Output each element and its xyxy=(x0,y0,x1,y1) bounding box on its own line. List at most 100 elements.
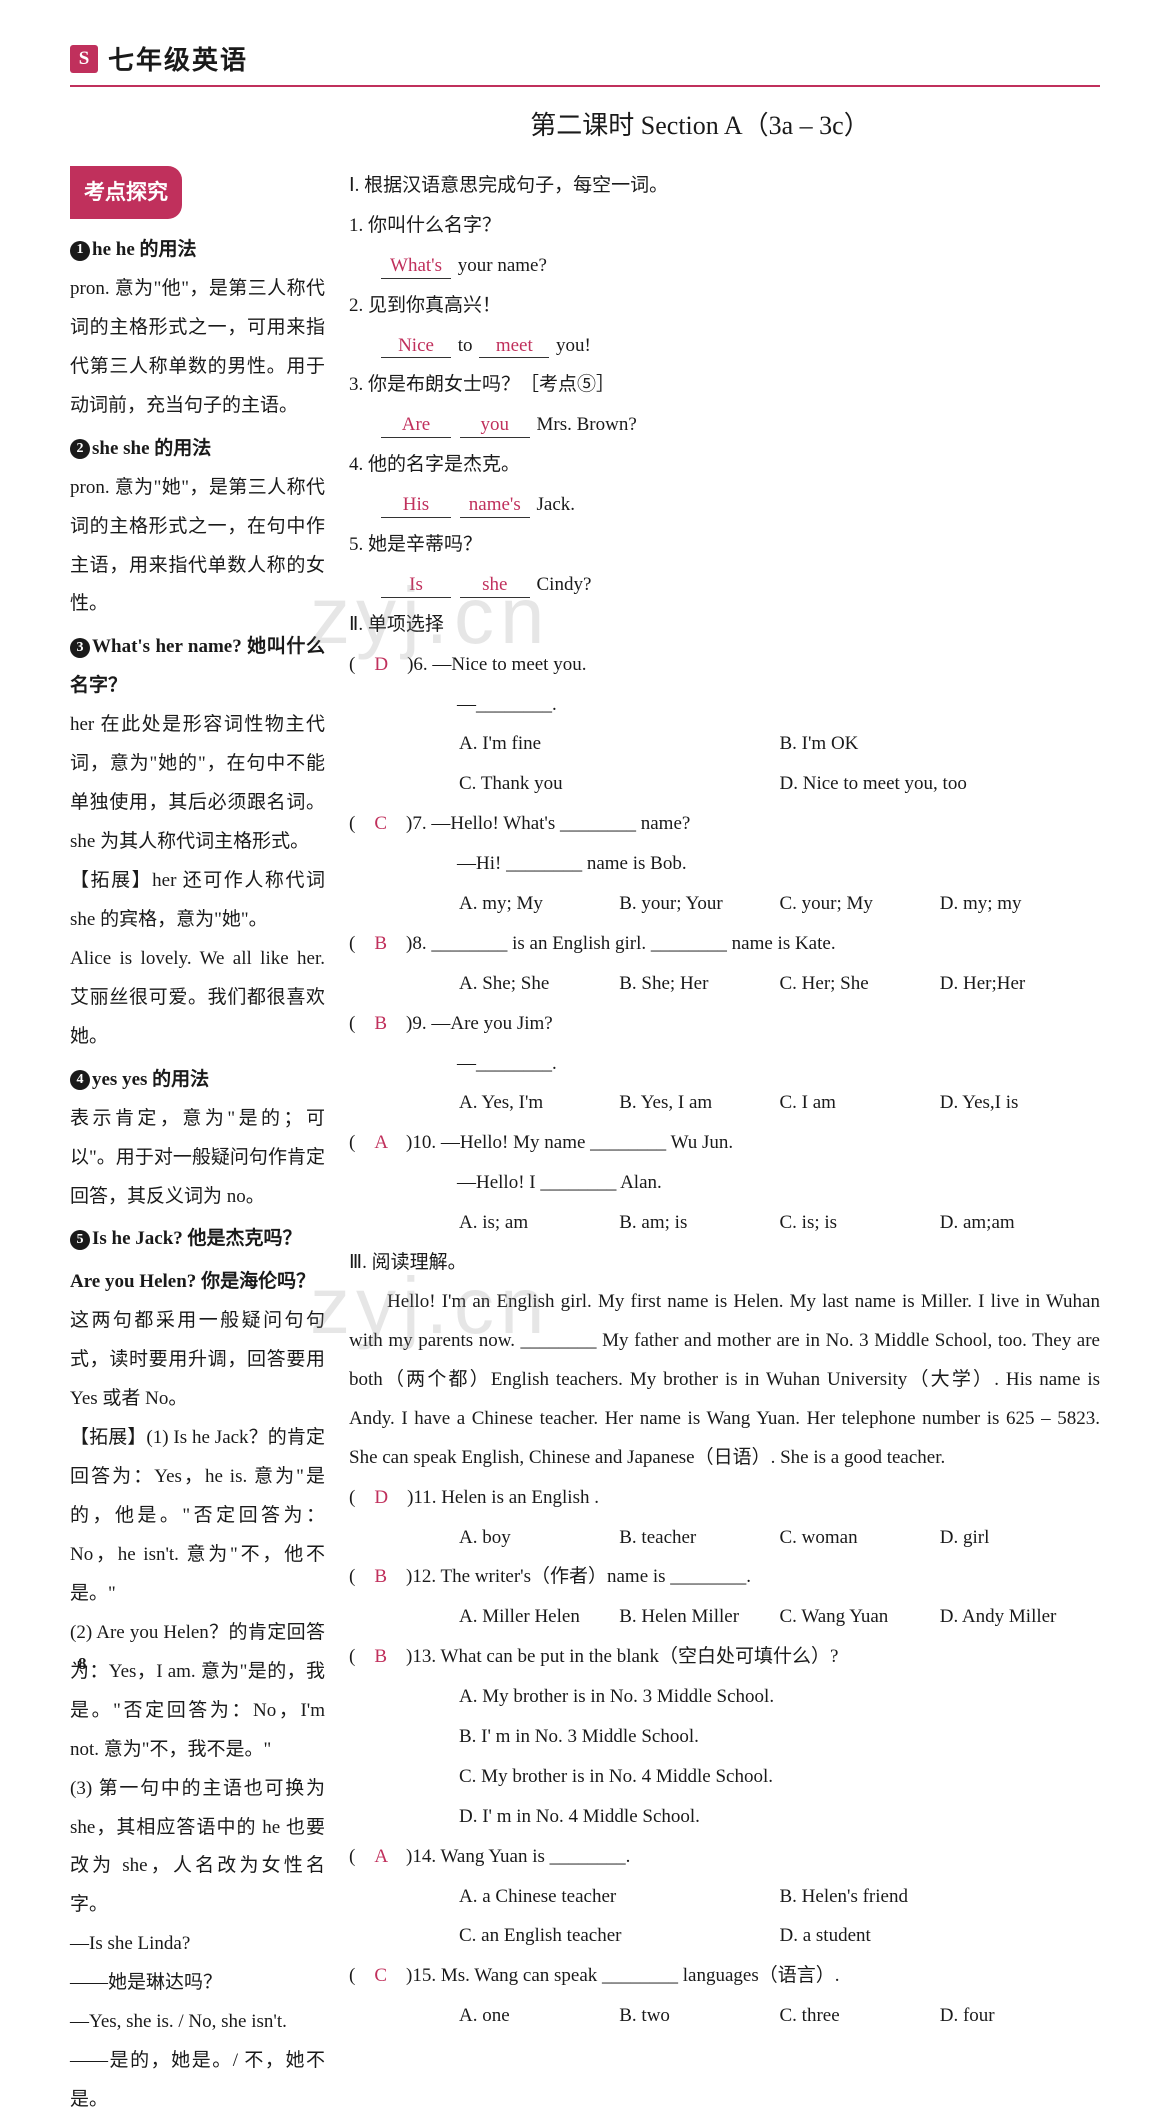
opt: A. is; am xyxy=(459,1203,619,1243)
opt: C. Thank you xyxy=(459,764,780,804)
section-badge: 考点探究 xyxy=(70,166,182,219)
q9-stem2: —________. xyxy=(349,1044,1100,1084)
kp3-example: Alice is lovely. We all like her. 艾丽丝很可爱… xyxy=(70,940,325,1057)
kp3-head: 3What's her name? 她叫什么名字？ xyxy=(70,628,325,706)
q13-opts: A. My brother is in No. 3 Middle School.… xyxy=(349,1677,1100,1837)
q-num: 8 xyxy=(412,933,422,954)
q10: ( A )10. —Hello! My name ________ Wu Jun… xyxy=(349,1123,1100,1163)
q-num: 10 xyxy=(412,1132,431,1153)
kp5-ext3: (3) 第一句中的主语也可换为 she，其相应答语中的 he 也要改为 she，… xyxy=(70,1770,325,1926)
blank: What's xyxy=(381,255,451,279)
answer: B xyxy=(374,933,387,954)
kp2-head: 2she she 的用法 xyxy=(70,430,325,469)
kp-num-icon: 3 xyxy=(70,638,90,658)
q-stem: Ms. Wang can speak ________ languages（语言… xyxy=(441,1965,840,1986)
q-num: 7 xyxy=(412,813,422,834)
page-number: 8 xyxy=(78,1654,87,1674)
blank: name's xyxy=(460,494,530,518)
q11: ( D )11. Helen is an English . xyxy=(349,1478,1100,1518)
q-stem: —Nice to meet you. xyxy=(432,654,586,675)
q-stem: —Hello! What's ________ name? xyxy=(431,813,690,834)
q-stem: Helen is an English . xyxy=(441,1487,599,1508)
answer: D xyxy=(374,654,388,675)
kp4-body: 表示肯定，意为"是的；可以"。用于对一般疑问句作肯定回答，其反义词为 no。 xyxy=(70,1100,325,1217)
q12: ( B )12. The writer's（作者）name is _______… xyxy=(349,1557,1100,1597)
q-stem: —Hello! My name ________ Wu Jun. xyxy=(441,1132,733,1153)
q-num: 11 xyxy=(413,1487,431,1508)
opt: D. my; my xyxy=(940,884,1100,924)
opt: D. am;am xyxy=(940,1203,1100,1243)
kp5-cn1: 他是杰克吗？ xyxy=(188,1228,302,1249)
opt: A. a Chinese teacher xyxy=(459,1877,780,1917)
ex-en: Alice is lovely. We all like her. xyxy=(70,948,325,969)
kp-num-icon: 4 xyxy=(70,1070,90,1090)
kp5-ex-en2: —Yes, she is. / No, she isn't. xyxy=(70,2003,325,2042)
opt: B. am; is xyxy=(619,1203,779,1243)
answer: D xyxy=(374,1487,388,1508)
section2-title: Ⅱ. 单项选择 xyxy=(349,605,1100,645)
q-tail: you! xyxy=(556,335,591,356)
q7-stem2: —Hi! ________ name is Bob. xyxy=(349,844,1100,884)
opt: A. my; My xyxy=(459,884,619,924)
q-num: 6 xyxy=(413,654,423,675)
opt: D. I' m in No. 4 Middle School. xyxy=(459,1797,1100,1837)
q-num: 14 xyxy=(412,1846,431,1867)
opt: D. girl xyxy=(940,1518,1100,1558)
q-stem: —Are you Jim? xyxy=(431,1013,552,1034)
opt: B. Yes, I am xyxy=(619,1083,779,1123)
kp5-body: 这两句都采用一般疑问句句式，读时要用升调，回答要用 Yes 或者 No。 xyxy=(70,1302,325,1419)
opt: B. Helen's friend xyxy=(780,1877,1101,1917)
q12-opts: A. Miller HelenB. Helen MillerC. Wang Yu… xyxy=(349,1597,1100,1637)
logo-icon: S xyxy=(70,45,98,73)
opt: A. boy xyxy=(459,1518,619,1558)
q-num: 12 xyxy=(412,1566,431,1587)
opt: B. I'm OK xyxy=(780,724,1101,764)
q-tail: your name? xyxy=(458,255,547,276)
opt: A. Yes, I'm xyxy=(459,1083,619,1123)
ext1-text: (1) Is he Jack？的肯定回答为：Yes，he is. 意为"是的，他… xyxy=(70,1427,325,1604)
reading-passage: Hello! I'm an English girl. My first nam… xyxy=(349,1283,1100,1478)
opt: D. Yes,I is xyxy=(940,1083,1100,1123)
q4-en: His name's Jack. xyxy=(349,485,1100,525)
q-tail: Mrs. Brown? xyxy=(537,414,637,435)
q6-opts: A. I'm fineB. I'm OKC. Thank youD. Nice … xyxy=(349,724,1100,804)
q3-cn: 3. 你是布朗女士吗？［考点⑤］ xyxy=(349,365,1100,405)
right-column: Ⅰ. 根据汉语意思完成句子，每空一词。 1. 你叫什么名字？ What's yo… xyxy=(349,166,1100,2120)
answer: B xyxy=(374,1646,387,1667)
q15: ( C )15. Ms. Wang can speak ________ lan… xyxy=(349,1956,1100,1996)
section3-title: Ⅲ. 阅读理解。 xyxy=(349,1243,1100,1283)
kp3-en: What's her name? xyxy=(92,636,242,657)
q10-stem2: —Hello! I ________ Alan. xyxy=(349,1163,1100,1203)
q2-cn: 2. 见到你真高兴！ xyxy=(349,286,1100,326)
opt: D. four xyxy=(940,1996,1100,2036)
q9-opts: A. Yes, I'mB. Yes, I amC. I amD. Yes,I i… xyxy=(349,1083,1100,1123)
q7: ( C )7. —Hello! What's ________ name? xyxy=(349,804,1100,844)
section1-title: Ⅰ. 根据汉语意思完成句子，每空一词。 xyxy=(349,166,1100,206)
kp3-ext: 【拓展】her 还可作人称代词 she 的宾格，意为"她"。 xyxy=(70,862,325,940)
blank: she xyxy=(460,574,530,598)
opt: B. your; Your xyxy=(619,884,779,924)
q-tail: Jack. xyxy=(537,494,576,515)
opt: C. Her; She xyxy=(780,964,940,1004)
q-num: 9 xyxy=(412,1013,422,1034)
q-num: 13 xyxy=(412,1646,431,1667)
blank: Are xyxy=(381,414,451,438)
kp5-head2: Are you Helen? 你是海伦吗？ xyxy=(70,1263,325,1302)
opt: B. Helen Miller xyxy=(619,1597,779,1637)
opt: B. She; Her xyxy=(619,964,779,1004)
opt: B. two xyxy=(619,1996,779,2036)
q7-opts: A. my; MyB. your; YourC. your; MyD. my; … xyxy=(349,884,1100,924)
left-column: 考点探究 1he he 的用法 pron. 意为"他"，是第三人称代词的主格形式… xyxy=(70,166,325,2120)
kp1-title: he 的用法 xyxy=(116,239,197,260)
q15-opts: A. oneB. twoC. threeD. four xyxy=(349,1996,1100,2036)
q13: ( B )13. What can be put in the blank（空白… xyxy=(349,1637,1100,1677)
answer: B xyxy=(374,1013,387,1034)
opt: B. I' m in No. 3 Middle School. xyxy=(459,1717,1100,1757)
blank: Nice xyxy=(381,335,451,359)
opt: D. a student xyxy=(780,1916,1101,1956)
blank: His xyxy=(381,494,451,518)
opt: C. three xyxy=(780,1996,940,2036)
answer: C xyxy=(374,813,387,834)
opt: A. My brother is in No. 3 Middle School. xyxy=(459,1677,1100,1717)
opt: A. She; She xyxy=(459,964,619,1004)
